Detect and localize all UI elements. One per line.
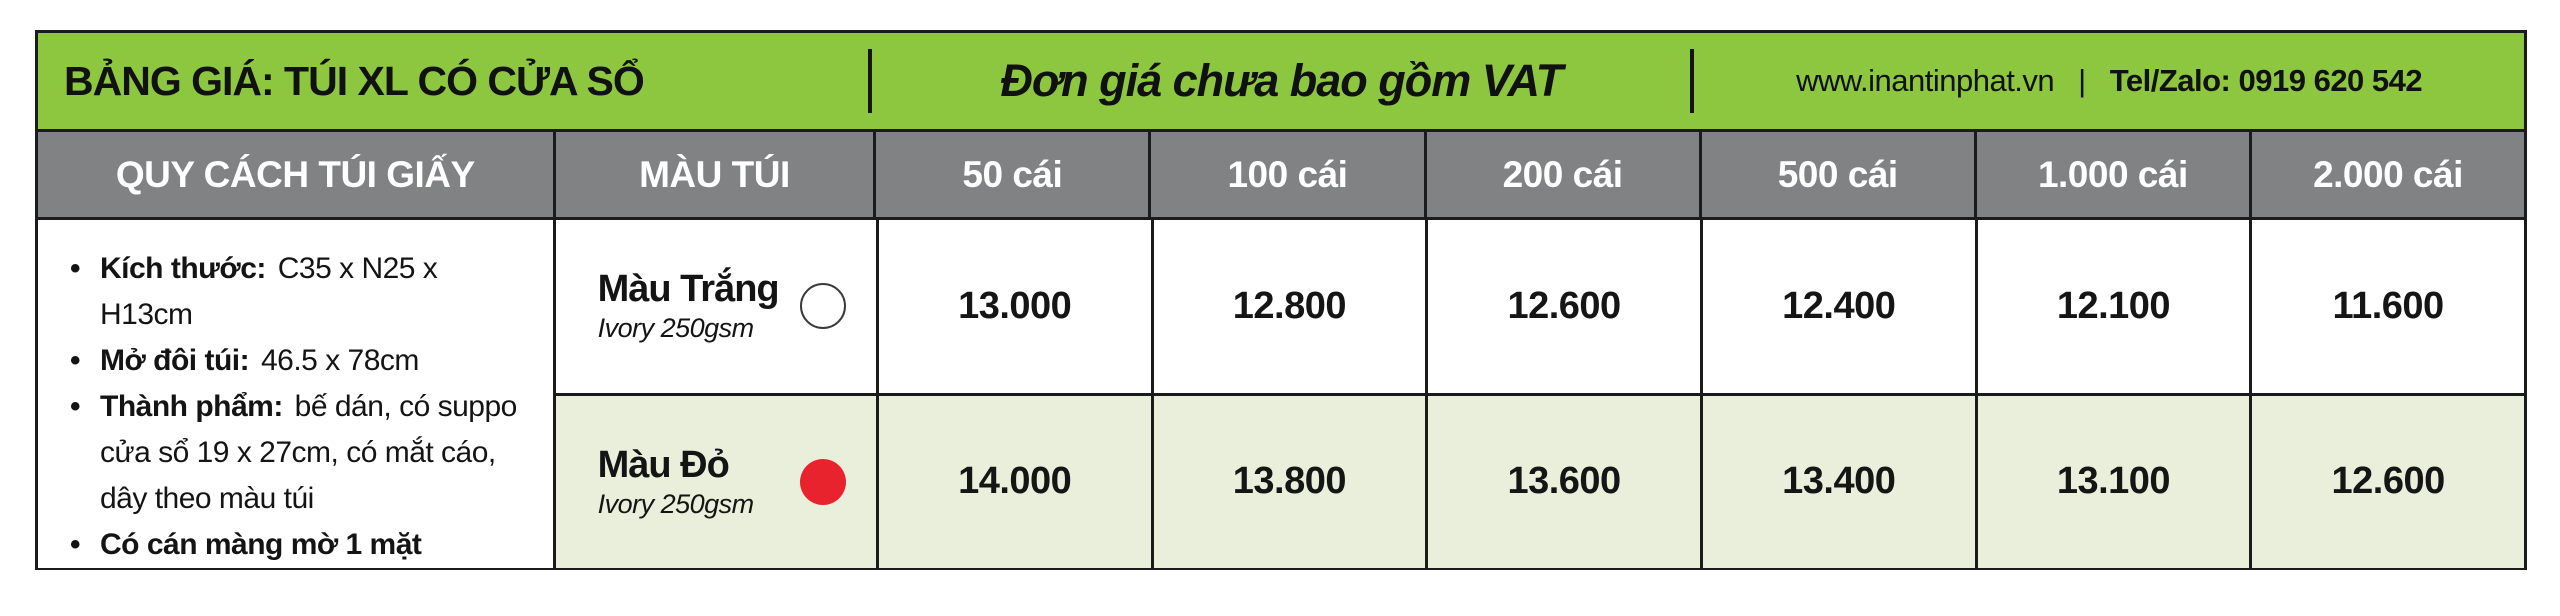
contact-line: www.inantinphat.vn | Tel/Zalo: 0919 620 54… bbox=[1796, 63, 2423, 99]
table-header-row: QUY CÁCH TÚI GIẤY MÀU TÚI 50 cái 100 cái… bbox=[38, 132, 2524, 220]
color-name: Màu Đỏ bbox=[597, 443, 730, 486]
column-header-specs: QUY CÁCH TÚI GIẤY bbox=[115, 153, 475, 195]
price-cell: 12.600 bbox=[1425, 220, 1700, 393]
column-header-qty-1000: 1.000 cái bbox=[1973, 132, 2249, 217]
banner-divider bbox=[1690, 49, 1695, 113]
price-cell: 13.100 bbox=[1974, 395, 2250, 568]
spec-item-finishing: Thành phẩm: bế dán, có suppo cửa sổ 19 x… bbox=[66, 384, 535, 522]
vat-note: Đơn giá chưa bao gồm VAT bbox=[1000, 55, 1563, 106]
price-cell: 12.800 bbox=[1150, 220, 1426, 393]
table-body: Kích thước: C35 x N25 x H13cm Mở đôi túi… bbox=[38, 220, 2524, 568]
spec-value: C35 x N25 x H13cm bbox=[100, 252, 438, 331]
price-cell: 12.600 bbox=[2249, 395, 2524, 568]
spec-item-lamination: Có cán màng mờ 1 mặt bbox=[66, 522, 535, 568]
price-cell: 11.600 bbox=[2249, 220, 2524, 393]
material-name: Ivory 250gsm bbox=[597, 313, 755, 344]
white-swatch-icon bbox=[799, 283, 846, 330]
color-cell: Màu Trắng Ivory 250gsm bbox=[556, 220, 876, 393]
table-row-white: Màu Trắng Ivory 250gsm 13.000 12.800 12.… bbox=[555, 220, 2524, 393]
banner-divider bbox=[868, 49, 873, 113]
spec-item-dimensions: Kích thước: C35 x N25 x H13cm bbox=[66, 246, 535, 338]
spec-value: 46.5 x 78cm bbox=[260, 344, 419, 377]
spec-label: Thành phẩm: bbox=[100, 390, 283, 423]
banner-contact-section: www.inantinphat.vn | Tel/Zalo: 0919 620 54… bbox=[1694, 33, 2524, 129]
price-cell: 13.400 bbox=[1699, 395, 1975, 568]
color-name-block: Màu Trắng Ivory 250gsm bbox=[597, 268, 780, 344]
price-rows: Màu Trắng Ivory 250gsm 13.000 12.800 12.… bbox=[552, 220, 2524, 569]
column-header-qty-500: 500 cái bbox=[1698, 132, 1974, 217]
price-cell: 13.800 bbox=[1150, 395, 1426, 568]
column-header-bag-color: MÀU TÚI bbox=[552, 132, 874, 217]
price-cell: 13.000 bbox=[875, 220, 1151, 393]
banner-note-section: Đơn giá chưa bao gồm VAT bbox=[872, 33, 1690, 129]
banner: BẢNG GIÁ: TÚI XL CÓ CỬA SỔ Đơn giá chưa … bbox=[38, 33, 2524, 132]
contact-separator: | bbox=[2078, 63, 2086, 98]
price-cell: 12.400 bbox=[1699, 220, 1975, 393]
spec-label: Có cán màng mờ 1 mặt bbox=[100, 528, 422, 561]
spec-item-open-size: Mở đôi túi: 46.5 x 78cm bbox=[66, 338, 535, 384]
column-header-qty-200: 200 cái bbox=[1423, 132, 1699, 217]
price-cell: 12.100 bbox=[1974, 220, 2250, 393]
spec-label: Mở đôi túi: bbox=[100, 344, 250, 377]
column-header-qty-2000: 2.000 cái bbox=[2248, 132, 2524, 217]
price-cell: 14.000 bbox=[875, 395, 1151, 568]
spec-value: bế dán, có suppo cửa sổ 19 x 27cm, có mắ… bbox=[100, 390, 517, 515]
material-name: Ivory 250gsm bbox=[597, 488, 755, 519]
price-sheet: BẢNG GIÁ: TÚI XL CÓ CỬA SỔ Đơn giá chưa … bbox=[35, 30, 2527, 570]
color-cell: Màu Đỏ Ivory 250gsm bbox=[556, 396, 876, 569]
spec-label: Kích thước: bbox=[100, 252, 266, 285]
table-row-red: Màu Đỏ Ivory 250gsm 14.000 13.800 13.600… bbox=[555, 392, 2524, 569]
spec-cell: Kích thước: C35 x N25 x H13cm Mở đôi túi… bbox=[38, 220, 553, 568]
page-title: BẢNG GIÁ: TÚI XL CÓ CỬA SỔ bbox=[64, 57, 645, 104]
phone-text: Tel/Zalo: 0919 620 542 bbox=[2109, 63, 2423, 98]
color-name: Màu Trắng bbox=[597, 268, 780, 311]
column-header-qty-100: 100 cái bbox=[1148, 132, 1423, 217]
color-name-block: Màu Đỏ Ivory 250gsm bbox=[597, 443, 755, 520]
banner-title-section: BẢNG GIÁ: TÚI XL CÓ CỬA SỔ bbox=[38, 33, 868, 129]
red-swatch-icon bbox=[799, 458, 846, 505]
column-header-qty-50: 50 cái bbox=[873, 132, 1148, 217]
price-cell: 13.600 bbox=[1425, 395, 1700, 568]
website-text: www.inantinphat.vn bbox=[1796, 63, 2055, 98]
